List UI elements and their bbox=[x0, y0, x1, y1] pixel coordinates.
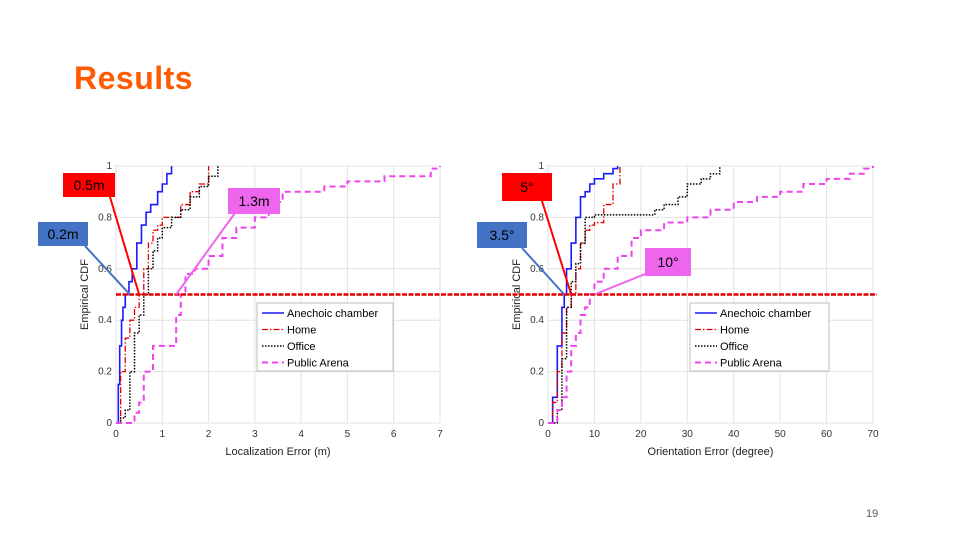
x-axis-label: Localization Error (m) bbox=[225, 446, 330, 458]
callout-anechoic-localization: 0.5m bbox=[63, 173, 115, 197]
x-tick-label: 0 bbox=[545, 429, 551, 440]
callout-home-localization: 0.2m bbox=[38, 222, 88, 246]
callout-anechoic-orientation: 5° bbox=[502, 173, 552, 201]
series-line-anechoic-chamber bbox=[116, 166, 173, 424]
callout-pointer-5 bbox=[521, 247, 565, 296]
x-tick-label: 50 bbox=[775, 429, 787, 440]
legend: Anechoic chamber Home Office Public Arena bbox=[689, 302, 830, 372]
legend-label: Anechoic chamber bbox=[287, 308, 378, 320]
x-tick-label: 4 bbox=[298, 429, 304, 440]
x-tick-label: 20 bbox=[635, 429, 647, 440]
x-tick-label: 10 bbox=[589, 429, 601, 440]
chart-2: 0 10 20 30 40 50 60 70 0 0.2 0.4 0.6 0.8 1 Orientation… bbox=[511, 161, 879, 458]
callout-pointer-4 bbox=[541, 200, 573, 295]
legend: Anechoic chamber Home Office Public Arena bbox=[256, 302, 394, 372]
legend-label: Anechoic chamber bbox=[720, 308, 811, 320]
callout-home-orientation: 3.5° bbox=[477, 222, 527, 248]
x-tick-label: 40 bbox=[728, 429, 740, 440]
legend-label: Home bbox=[287, 325, 316, 337]
callout-pointer-1 bbox=[109, 196, 141, 295]
series-line-anechoic-chamber bbox=[548, 166, 619, 424]
legend-label: Office bbox=[287, 341, 316, 353]
legend-label: Public Arena bbox=[287, 358, 350, 370]
y-tick-label: 0.8 bbox=[98, 212, 112, 223]
legend-box bbox=[689, 302, 830, 372]
x-tick-label: 6 bbox=[391, 429, 397, 440]
slide-title: Results bbox=[74, 60, 194, 96]
callout-pointer-6 bbox=[594, 271, 651, 296]
y-axis-label: Empirical CDF bbox=[79, 259, 91, 330]
y-tick-label: 0.6 bbox=[530, 264, 544, 275]
y-tick-label: 0 bbox=[106, 418, 112, 429]
callout-pointer-2 bbox=[84, 245, 131, 296]
legend-label: Public Arena bbox=[720, 358, 783, 370]
y-tick-label: 1 bbox=[538, 161, 544, 172]
page-number: 19 bbox=[866, 508, 879, 520]
x-axis-label: Orientation Error (degree) bbox=[648, 446, 774, 458]
y-tick-label: 1 bbox=[106, 161, 112, 172]
callout-pointer-3 bbox=[175, 212, 236, 296]
y-tick-label: 0 bbox=[538, 418, 544, 429]
series-line-public-arena bbox=[548, 166, 874, 424]
x-tick-label: 7 bbox=[437, 429, 443, 440]
series-line-home bbox=[548, 166, 621, 424]
x-tick-label: 0 bbox=[113, 429, 119, 440]
y-tick-label: 0.8 bbox=[530, 212, 544, 223]
x-tick-label: 70 bbox=[867, 429, 879, 440]
legend-label: Home bbox=[720, 325, 749, 337]
x-tick-label: 60 bbox=[821, 429, 833, 440]
x-tick-label: 30 bbox=[682, 429, 694, 440]
y-tick-label: 0.2 bbox=[98, 367, 112, 378]
x-tick-label: 2 bbox=[206, 429, 212, 440]
callout-public-orientation: 10° bbox=[645, 248, 691, 276]
y-tick-label: 0.4 bbox=[530, 315, 544, 326]
callout-public-localization: 1.3m bbox=[228, 188, 280, 214]
x-tick-label: 3 bbox=[252, 429, 258, 440]
series-line-office bbox=[548, 166, 721, 424]
legend-box bbox=[256, 302, 394, 372]
x-tick-label: 5 bbox=[345, 429, 351, 440]
y-tick-label: 0.4 bbox=[98, 315, 112, 326]
x-tick-label: 1 bbox=[160, 429, 166, 440]
series-line-office bbox=[116, 166, 219, 424]
series-line-home bbox=[116, 166, 210, 424]
y-tick-label: 0.2 bbox=[530, 367, 544, 378]
series-line-public-arena bbox=[116, 166, 441, 424]
legend-label: Office bbox=[720, 341, 749, 353]
